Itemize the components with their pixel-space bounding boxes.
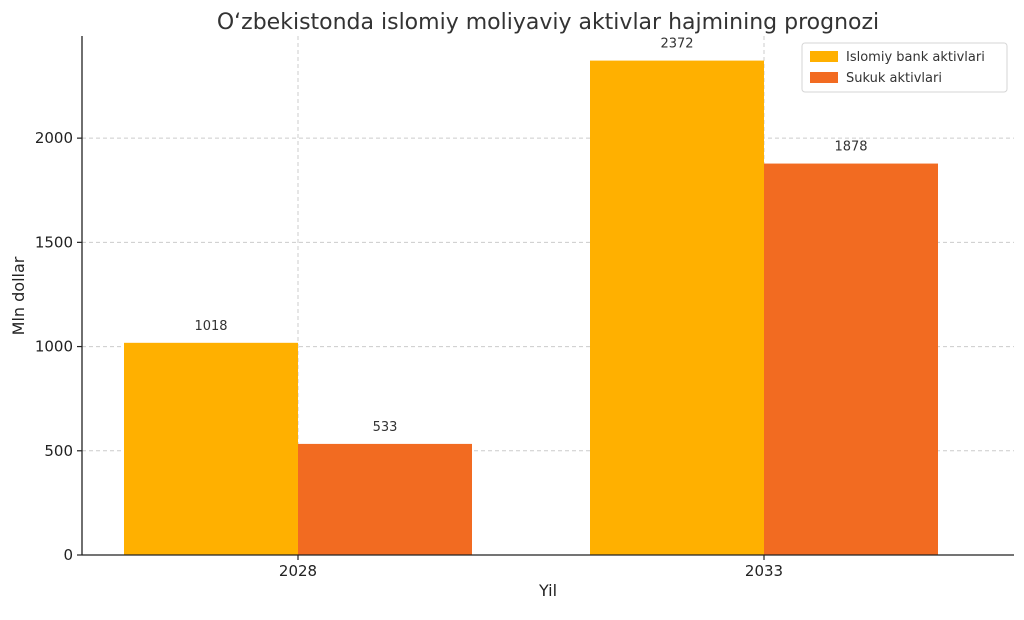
y-tick-label: 0 [63, 546, 73, 564]
chart-title: O‘zbekistonda islomiy moliyaviy aktivlar… [217, 10, 879, 35]
data-label: 1878 [834, 140, 867, 155]
y-tick-label: 1500 [35, 233, 73, 251]
x-tick-label: 2028 [279, 562, 317, 580]
bar-islomiy-bank-2033 [590, 60, 764, 555]
data-label: 2372 [660, 37, 693, 52]
legend: Islomiy bank aktivlari Sukuk aktivlari [801, 42, 1008, 93]
x-tick-label: 2033 [745, 562, 783, 580]
bar-sukuk-2033 [764, 163, 938, 555]
legend-swatch [810, 72, 838, 83]
y-tick-label: 500 [44, 442, 73, 460]
bar-islomiy-bank-2028 [124, 342, 298, 555]
x-axis-label: Yil [538, 581, 557, 600]
legend-swatch [810, 51, 838, 62]
legend-box [801, 42, 1008, 93]
bars [124, 60, 938, 555]
y-axis-label: Mln dollar [9, 256, 28, 335]
tick-labels: 0 500 1000 1500 2000 2028 2033 [35, 129, 783, 580]
data-labels: 1018 2372 533 1878 [194, 37, 867, 435]
y-tick-label: 2000 [35, 129, 73, 147]
y-tick-label: 1000 [35, 338, 73, 356]
data-label: 533 [373, 420, 398, 435]
data-label: 1018 [194, 319, 227, 334]
bar-sukuk-2028 [298, 443, 472, 555]
legend-label: Sukuk aktivlari [846, 71, 942, 86]
legend-label: Islomiy bank aktivlari [846, 50, 985, 65]
axes [81, 36, 1014, 556]
